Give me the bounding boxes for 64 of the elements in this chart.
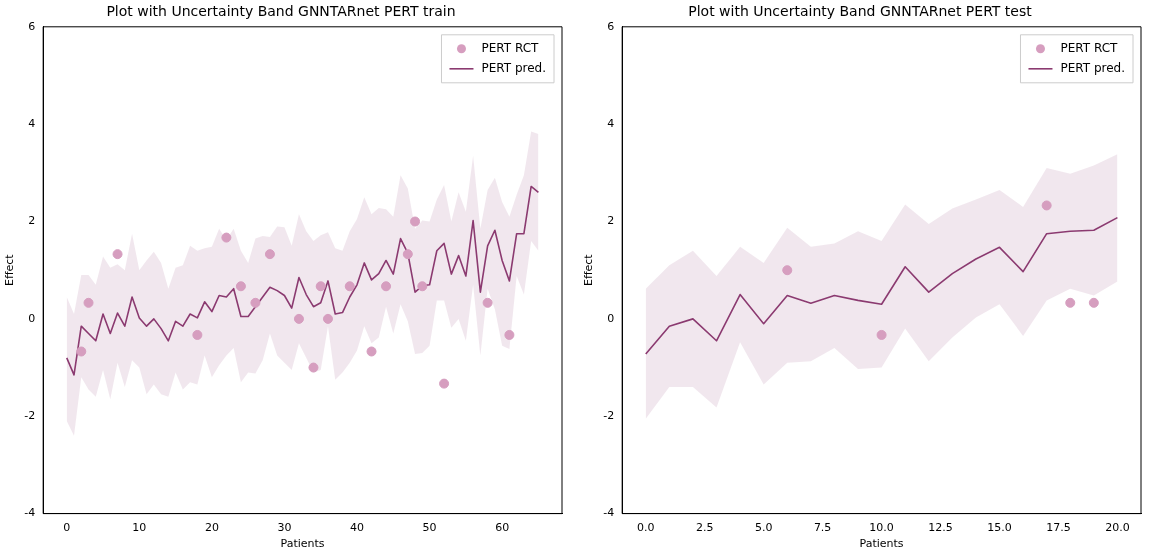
- chart-title: Plot with Uncertainty Band GNNTARnet PERT test: [688, 3, 1033, 20]
- y-tick-label: -4: [603, 506, 615, 520]
- point: [417, 281, 428, 292]
- y-tick-label: -2: [24, 409, 36, 423]
- point: [366, 346, 377, 357]
- point: [192, 329, 203, 340]
- y-tick-label: 0: [28, 311, 36, 325]
- point: [221, 232, 232, 243]
- y-tick-label: 6: [28, 19, 36, 33]
- x-tick-label: 12.5: [928, 521, 953, 535]
- x-axis-title: Patients: [859, 537, 904, 551]
- y-tick-label: 6: [607, 19, 615, 33]
- x-tick-label: 40: [350, 521, 365, 535]
- x-tick-label: 20: [204, 521, 219, 535]
- point: [83, 297, 94, 308]
- y-tick-label: -4: [24, 506, 36, 520]
- point: [315, 281, 326, 292]
- point: [876, 329, 887, 340]
- point: [782, 265, 793, 276]
- point: [76, 346, 87, 357]
- point: [264, 249, 275, 260]
- x-tick-label: 7.5: [813, 521, 832, 535]
- y-tick-label: 0: [607, 311, 615, 325]
- point: [381, 281, 392, 292]
- point: [439, 378, 450, 389]
- y-tick-label: 4: [28, 117, 36, 131]
- point: [402, 249, 413, 260]
- x-tick-label: 20.0: [1105, 521, 1130, 535]
- point: [235, 281, 246, 292]
- x-tick-label: 15.0: [987, 521, 1012, 535]
- point: [308, 362, 319, 373]
- legend-label: PERT RCT: [481, 40, 540, 55]
- x-axis-title: Patients: [280, 537, 325, 551]
- y-axis-title: Effect: [3, 253, 17, 287]
- x-tick-label: 60: [495, 521, 510, 535]
- y-axis-title: Effect: [582, 253, 596, 287]
- y-tick-label: 2: [607, 214, 615, 228]
- legend-label: PERT pred.: [481, 60, 546, 75]
- x-tick-label: 0: [63, 521, 71, 535]
- x-tick-label: 17.5: [1046, 521, 1071, 535]
- point: [504, 329, 515, 340]
- point: [1088, 297, 1099, 308]
- x-tick-label: 2.5: [695, 521, 714, 535]
- point: [322, 313, 333, 324]
- point: [344, 281, 355, 292]
- x-tick-label: 10: [132, 521, 147, 535]
- y-tick-label: -2: [603, 409, 615, 423]
- point: [1065, 297, 1076, 308]
- y-tick-label: 2: [28, 214, 36, 228]
- point: [1041, 200, 1052, 211]
- x-tick-label: 30: [277, 521, 292, 535]
- x-tick-label: 10.0: [869, 521, 894, 535]
- x-tick-label: 50: [422, 521, 437, 535]
- point: [112, 249, 123, 260]
- x-tick-label: 0.0: [637, 521, 655, 535]
- y-tick-label: 4: [607, 117, 615, 131]
- legend-label: PERT pred.: [1060, 60, 1125, 75]
- point: [250, 297, 261, 308]
- point: [482, 297, 493, 308]
- point: [410, 216, 421, 227]
- point: [293, 313, 304, 324]
- legend-label: PERT RCT: [1060, 40, 1119, 55]
- x-tick-label: 5.0: [754, 521, 773, 535]
- chart-title: Plot with Uncertainty Band GNNTARnet PERT train: [106, 3, 456, 20]
